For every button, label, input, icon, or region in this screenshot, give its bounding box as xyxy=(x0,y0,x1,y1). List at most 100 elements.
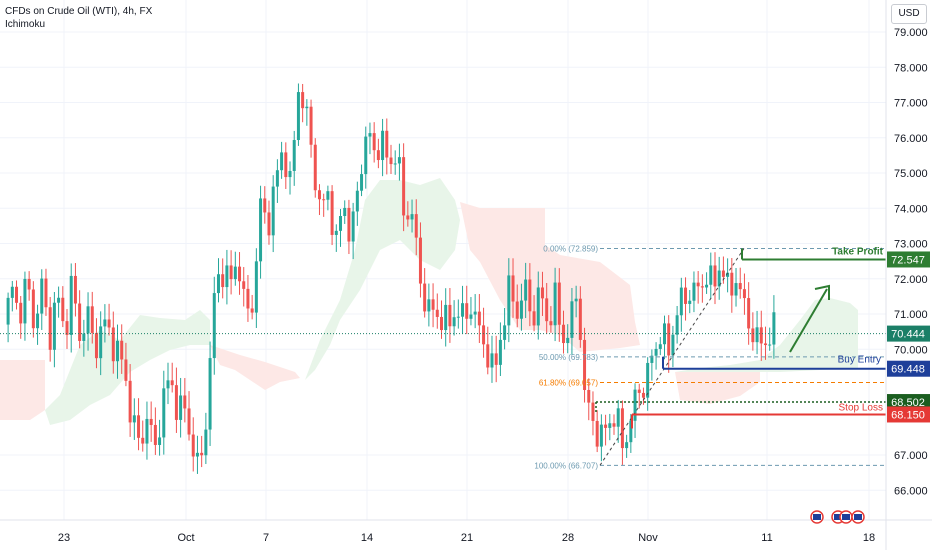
candle-body xyxy=(170,380,174,386)
candle-body xyxy=(662,323,666,345)
candle-body xyxy=(233,266,237,280)
candle-body xyxy=(646,362,650,398)
candle-body xyxy=(40,278,44,314)
candle-body xyxy=(326,191,330,200)
candle-body xyxy=(65,321,69,335)
candle-body xyxy=(524,279,528,301)
stop-loss-label: Stop Loss xyxy=(839,402,883,413)
candle-body xyxy=(23,278,27,324)
candle-body xyxy=(557,282,561,325)
candle-body xyxy=(301,92,305,109)
candle-body xyxy=(679,287,683,316)
candle-body xyxy=(107,319,111,328)
candle-body xyxy=(519,300,523,319)
candle-body xyxy=(414,214,418,238)
buy-entry-label: Buy Entry xyxy=(838,355,881,366)
candle-body xyxy=(275,170,279,187)
candle-body xyxy=(553,282,557,326)
candle-body xyxy=(212,293,216,359)
candle-body xyxy=(322,199,326,201)
candle-body xyxy=(574,298,578,302)
candle-body xyxy=(393,163,397,165)
candle-body xyxy=(545,298,549,322)
time-axis-tick: Oct xyxy=(177,532,194,544)
candle-body xyxy=(641,392,645,398)
current-price-tag-label: 70.444 xyxy=(891,329,925,341)
candle-body xyxy=(667,323,671,356)
candle-body xyxy=(296,92,300,141)
candle-body xyxy=(671,334,675,356)
candle-body xyxy=(515,301,519,319)
candle-body xyxy=(768,344,772,346)
candle-body xyxy=(254,261,258,313)
candle-body xyxy=(456,316,460,318)
candle-body xyxy=(461,303,465,317)
candle-body xyxy=(604,424,608,428)
candle-body xyxy=(439,316,443,331)
price-axis-tick: 76.000 xyxy=(894,133,928,145)
candle-body xyxy=(179,395,183,420)
candle-body xyxy=(36,313,40,329)
ichimoku-cloud-bearish xyxy=(210,345,300,390)
indicator-label: Ichimoku xyxy=(5,19,46,30)
candle-body xyxy=(759,327,763,344)
candle-body xyxy=(410,214,414,220)
ichimoku-cloud-bullish xyxy=(675,298,858,372)
candle-body xyxy=(69,275,73,335)
candle-body xyxy=(15,286,19,303)
stop-loss-tag-label: 68.150 xyxy=(891,409,925,421)
candle-body xyxy=(389,157,393,165)
candle-body xyxy=(625,442,629,449)
candle-body xyxy=(292,140,296,171)
ichimoku-cloud-bearish xyxy=(460,202,640,352)
candle-body xyxy=(633,389,637,421)
take-profit-tag xyxy=(887,251,930,268)
candle-body xyxy=(137,415,141,438)
candle-body xyxy=(435,309,439,317)
support-level-tag-label: 68.502 xyxy=(891,397,925,409)
candle-body xyxy=(27,278,31,290)
candle-body xyxy=(78,303,82,341)
candle-body xyxy=(751,328,755,343)
currency-button[interactable]: USD xyxy=(891,4,927,24)
candle-body xyxy=(726,272,730,277)
candle-body xyxy=(599,424,603,447)
candle-body xyxy=(717,270,721,287)
candle-body xyxy=(427,299,431,312)
candle-body xyxy=(511,275,515,302)
candle-body xyxy=(738,283,742,290)
price-axis-tick: 79.000 xyxy=(894,27,928,39)
candle-body xyxy=(216,274,220,294)
candle-body xyxy=(562,324,566,344)
candle-body xyxy=(225,265,229,288)
candle-body xyxy=(423,283,427,312)
price-axis-tick: 74.000 xyxy=(894,203,928,215)
candle-body xyxy=(482,325,486,345)
time-axis-tick: 28 xyxy=(562,532,574,544)
candle-body xyxy=(696,282,700,287)
candle-body xyxy=(612,423,616,427)
candle-body xyxy=(355,190,359,212)
candle-body xyxy=(397,157,401,164)
price-axis-tick: 67.000 xyxy=(894,450,928,462)
candle-body xyxy=(448,304,452,327)
candle-body xyxy=(637,389,641,393)
candle-body xyxy=(503,325,507,340)
candle-body xyxy=(629,420,633,443)
candle-body xyxy=(313,144,317,191)
time-axis-tick: Nov xyxy=(638,532,658,544)
candle-body xyxy=(709,265,713,285)
candle-body xyxy=(654,348,658,356)
ichimoku-cloud-bullish xyxy=(305,178,460,380)
candle-body xyxy=(238,266,242,282)
ichimoku-cloud-bullish xyxy=(45,310,210,425)
candle-body xyxy=(675,315,679,335)
candle-body xyxy=(330,191,334,235)
candle-body xyxy=(31,289,35,329)
candle-body xyxy=(616,408,620,427)
fib-level-label: 50.00% (69.783) xyxy=(539,353,598,362)
candle-body xyxy=(94,332,98,359)
event-flag-icon-inner xyxy=(854,514,862,520)
candle-body xyxy=(477,311,481,326)
